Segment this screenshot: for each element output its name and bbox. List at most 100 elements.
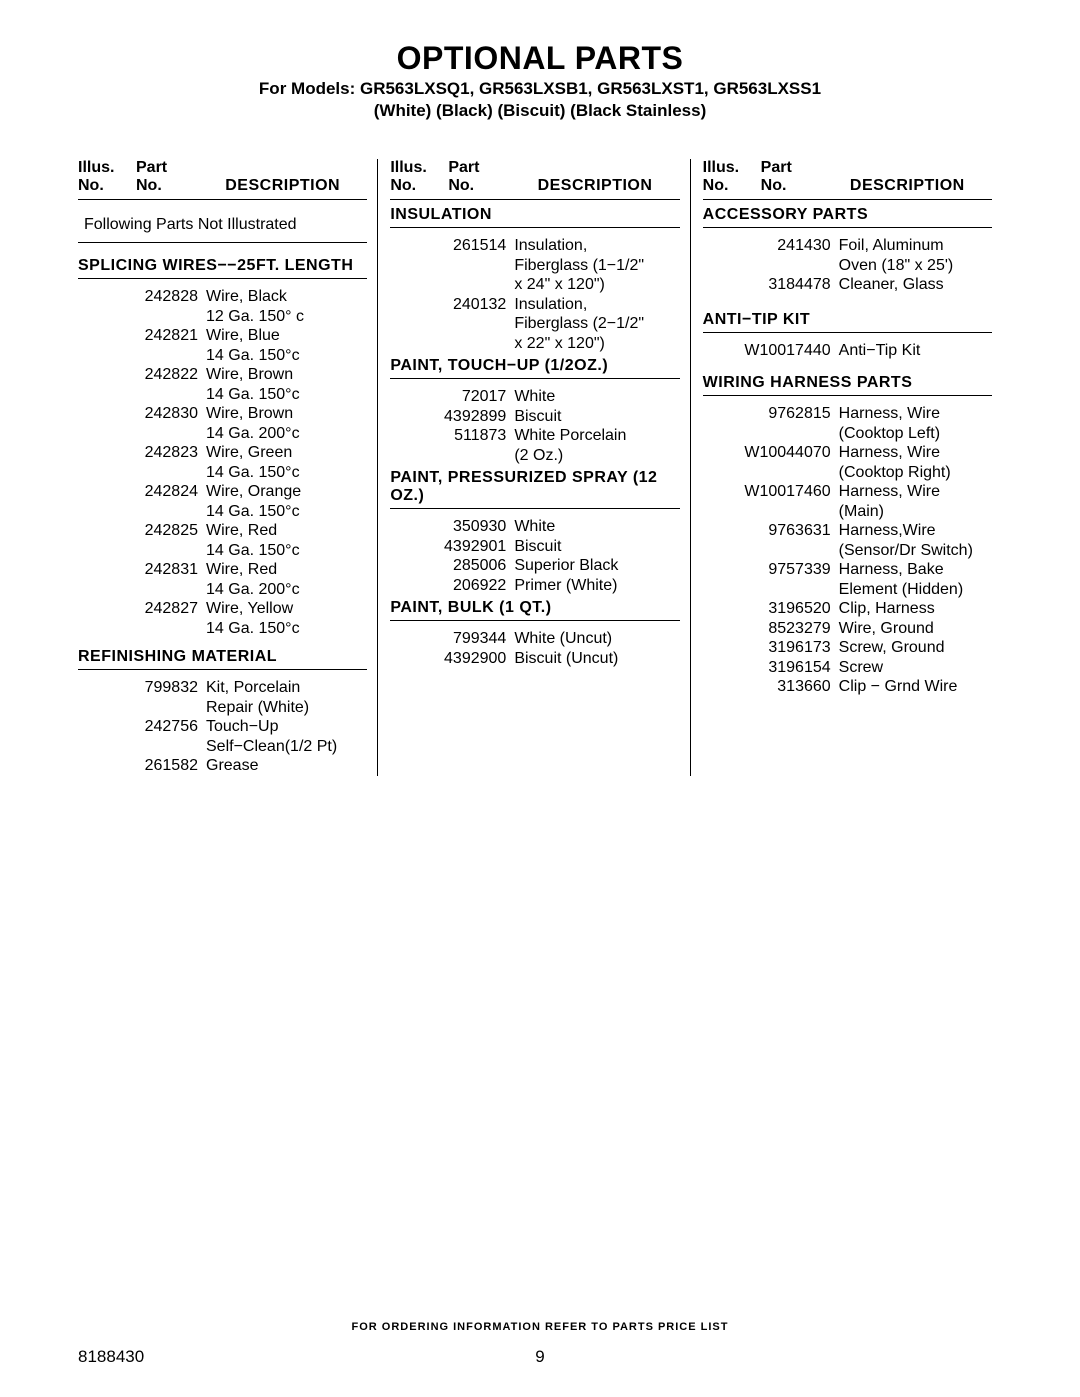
spray-list: 350930White4392901Biscuit285006Superior …	[390, 517, 679, 595]
part-row: 4392899Biscuit	[390, 407, 679, 427]
part-number: 242828	[128, 287, 206, 326]
part-description: Wire, Black12 Ga. 150° c	[206, 287, 367, 326]
part-number: 799832	[128, 678, 206, 717]
part-row: 799344White (Uncut)	[390, 629, 679, 649]
part-description: Harness, Wire(Cooktop Left)	[839, 404, 992, 443]
part-number: 242825	[128, 521, 206, 560]
part-description: Harness, Wire(Cooktop Right)	[839, 443, 992, 482]
part-number: 3196520	[735, 599, 839, 619]
part-description: Wire, Brown14 Ga. 200°c	[206, 404, 367, 443]
part-number: 511873	[430, 426, 514, 465]
part-number: 242830	[128, 404, 206, 443]
page-title: OPTIONAL PARTS	[78, 40, 1002, 77]
part-row: 799832Kit, PorcelainRepair (White)	[78, 678, 367, 717]
part-description: Wire, Brown14 Ga. 150°c	[206, 365, 367, 404]
wiring-list: 9762815Harness, Wire(Cooktop Left)W10044…	[703, 404, 992, 697]
part-description: Screw, Ground	[839, 638, 992, 658]
part-row: W10044070Harness, Wire(Cooktop Right)	[703, 443, 992, 482]
part-row: 242831Wire, Red14 Ga. 200°c	[78, 560, 367, 599]
column-header: Illus.No. PartNo. DESCRIPTION	[78, 159, 367, 200]
part-number: 3196154	[735, 658, 839, 678]
part-description: Wire, Green14 Ga. 150°c	[206, 443, 367, 482]
part-row: 9762815Harness, Wire(Cooktop Left)	[703, 404, 992, 443]
part-row: 9757339Harness, BakeElement (Hidden)	[703, 560, 992, 599]
part-description: Biscuit	[514, 537, 679, 557]
part-row: 242756Touch−UpSelf−Clean(1/2 Pt)	[78, 717, 367, 756]
column-header: Illus.No. PartNo. DESCRIPTION	[703, 159, 992, 200]
accessory-list: 241430Foil, AluminumOven (18" x 25')3184…	[703, 236, 992, 295]
column-header: Illus.No. PartNo. DESCRIPTION	[390, 159, 679, 200]
part-row: 242830Wire, Brown14 Ga. 200°c	[78, 404, 367, 443]
part-description: Wire, Red14 Ga. 200°c	[206, 560, 367, 599]
insulation-list: 261514Insulation,Fiberglass (1−1/2"x 24"…	[390, 236, 679, 353]
columns-container: Illus.No. PartNo. DESCRIPTION Following …	[78, 159, 1002, 776]
part-description: Biscuit	[514, 407, 679, 427]
part-number: 242824	[128, 482, 206, 521]
part-row: 242823Wire, Green14 Ga. 150°c	[78, 443, 367, 482]
part-description: Wire, Red14 Ga. 150°c	[206, 521, 367, 560]
part-description: Screw	[839, 658, 992, 678]
part-number: 206922	[430, 576, 514, 596]
part-row: 3196520Clip, Harness	[703, 599, 992, 619]
part-row: 3196173Screw, Ground	[703, 638, 992, 658]
part-description: White Porcelain(2 Oz.)	[514, 426, 679, 465]
part-row: 72017White	[390, 387, 679, 407]
touchup-list: 72017White4392899Biscuit511873White Porc…	[390, 387, 679, 465]
section-anti-tip: ANTI−TIP KIT	[703, 311, 992, 333]
part-row: 242827Wire, Yellow14 Ga. 150°c	[78, 599, 367, 638]
part-number: 9762815	[735, 404, 839, 443]
section-insulation: INSULATION	[390, 206, 679, 228]
section-wiring-harness: WIRING HARNESS PARTS	[703, 374, 992, 396]
part-row: 350930White	[390, 517, 679, 537]
part-row: 242821Wire, Blue14 Ga. 150°c	[78, 326, 367, 365]
part-number: 72017	[430, 387, 514, 407]
part-number: 242831	[128, 560, 206, 599]
part-description: Wire, Blue14 Ga. 150°c	[206, 326, 367, 365]
antitip-list: W10017440Anti−Tip Kit	[703, 341, 992, 361]
part-number: 241430	[735, 236, 839, 275]
part-description: White	[514, 517, 679, 537]
section-paint-touchup: PAINT, TOUCH−UP (1/2oz.)	[390, 357, 679, 379]
part-description: Touch−UpSelf−Clean(1/2 Pt)	[206, 717, 367, 756]
part-description: Clip, Harness	[839, 599, 992, 619]
part-description: Insulation,Fiberglass (1−1/2"x 24" x 120…	[514, 236, 679, 295]
part-description: White	[514, 387, 679, 407]
part-description: Harness, BakeElement (Hidden)	[839, 560, 992, 599]
part-description: Wire, Ground	[839, 619, 992, 639]
section-refinishing: REFINISHING MATERIAL	[78, 648, 367, 670]
not-illustrated-note: Following Parts Not Illustrated	[78, 206, 367, 243]
part-number: 242823	[128, 443, 206, 482]
part-row: 9763631Harness,Wire(Sensor/Dr Switch)	[703, 521, 992, 560]
part-description: Superior Black	[514, 556, 679, 576]
part-row: W10017440Anti−Tip Kit	[703, 341, 992, 361]
part-row: W10017460Harness, Wire(Main)	[703, 482, 992, 521]
part-number: 285006	[430, 556, 514, 576]
part-row: 285006Superior Black	[390, 556, 679, 576]
color-line: (White) (Black) (Biscuit) (Black Stainle…	[78, 101, 1002, 121]
part-description: Cleaner, Glass	[839, 275, 992, 295]
page-number: 9	[0, 1347, 1080, 1367]
part-number: 4392900	[430, 649, 514, 669]
part-number: 242821	[128, 326, 206, 365]
column-3: Illus.No. PartNo. DESCRIPTION ACCESSORY …	[691, 159, 1002, 776]
models-line: For Models: GR563LXSQ1, GR563LXSB1, GR56…	[78, 79, 1002, 99]
section-paint-spray: PAINT, PRESSURIZED SPRAY (12 oz.)	[390, 469, 679, 509]
part-description: Biscuit (Uncut)	[514, 649, 679, 669]
part-description: Primer (White)	[514, 576, 679, 596]
part-row: 242825Wire, Red14 Ga. 150°c	[78, 521, 367, 560]
part-number: W10044070	[735, 443, 839, 482]
part-number: 242756	[128, 717, 206, 756]
part-row: 240132Insulation,Fiberglass (2−1/2"x 22"…	[390, 295, 679, 354]
part-number: 3184478	[735, 275, 839, 295]
part-row: 242824Wire, Orange14 Ga. 150°c	[78, 482, 367, 521]
section-accessory-parts: ACCESSORY PARTS	[703, 206, 992, 228]
part-number: 9763631	[735, 521, 839, 560]
part-row: 3184478Cleaner, Glass	[703, 275, 992, 295]
part-row: 4392900Biscuit (Uncut)	[390, 649, 679, 669]
footer-note: FOR ORDERING INFORMATION REFER TO PARTS …	[0, 1321, 1080, 1333]
part-row: 242828Wire, Black12 Ga. 150° c	[78, 287, 367, 326]
part-description: Insulation,Fiberglass (2−1/2"x 22" x 120…	[514, 295, 679, 354]
part-description: Harness,Wire(Sensor/Dr Switch)	[839, 521, 992, 560]
part-number: 313660	[735, 677, 839, 697]
part-description: Anti−Tip Kit	[839, 341, 992, 361]
